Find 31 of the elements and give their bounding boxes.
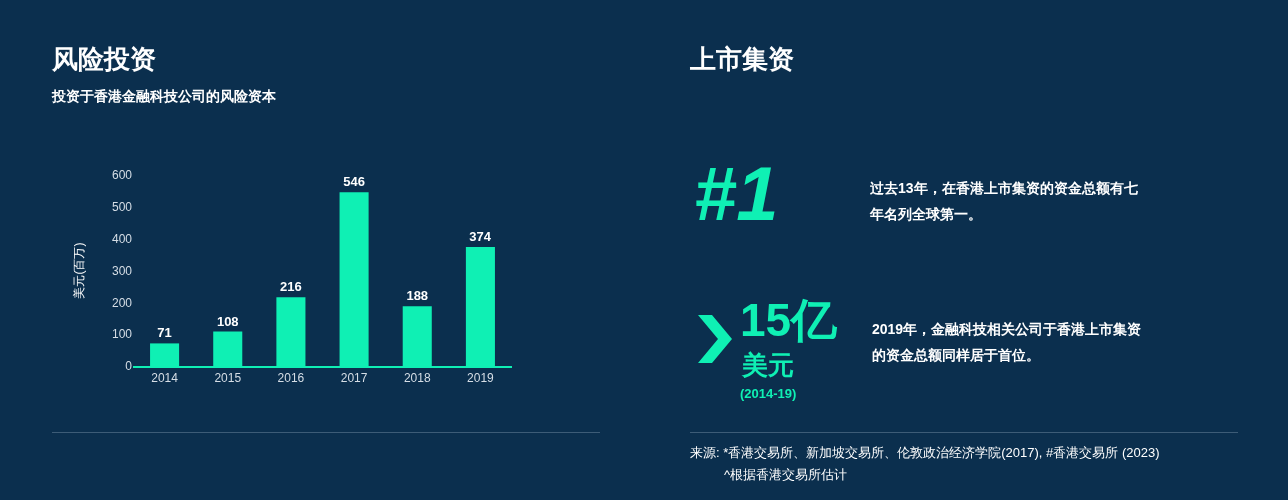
x-tick-label: 2017 <box>340 370 368 385</box>
x-tick-label: 2014 <box>151 370 179 385</box>
y-tick-label: 100 <box>111 327 133 342</box>
text: ^根据香港交易所估计 <box>724 466 848 484</box>
x-tick-label: 2019 <box>467 370 495 385</box>
text: (2014-19) <box>740 386 797 401</box>
data-label: 216 <box>280 279 302 295</box>
x-tick-label: 2016 <box>277 370 305 385</box>
data-label: 188 <box>406 288 429 304</box>
data-label: 546 <box>343 174 365 190</box>
x-tick-label: 2018 <box>403 370 431 385</box>
source-note: 来源: *香港交易所、新加坡交易所、伦敦政治经济学院(2017), #香港交易所 (2023) <box>690 444 1160 462</box>
chart-subtitle: 投资于香港金融科技公司的风险资本 <box>52 88 276 106</box>
data-label: 71 <box>157 325 172 341</box>
x-tick-label: 2015 <box>214 370 242 385</box>
y-tick-label: 500 <box>111 200 133 215</box>
text: 美元 <box>742 349 794 382</box>
text: #1 <box>694 150 779 237</box>
data-label: 374 <box>469 228 492 244</box>
text: 2019年，金融科技相关公司于香港上市集资的资金总额同样居于首位。 <box>872 320 1142 365</box>
chart-title: 风险投资 <box>52 43 156 76</box>
y-tick-label: 300 <box>111 263 133 278</box>
y-tick-label: 600 <box>111 168 133 183</box>
text: 15亿 <box>740 294 838 346</box>
y-tick-label: 0 <box>125 359 133 374</box>
y-tick-label: 200 <box>111 295 133 310</box>
text: 过去13年，在香港上市集资的资金总额有七年名列全球第一。 <box>870 179 1139 224</box>
y-tick-label: 400 <box>111 231 133 246</box>
y-axis-title: 美元(百万) <box>72 242 87 299</box>
text: 上市集资 <box>690 43 794 76</box>
data-label: 108 <box>216 313 239 329</box>
